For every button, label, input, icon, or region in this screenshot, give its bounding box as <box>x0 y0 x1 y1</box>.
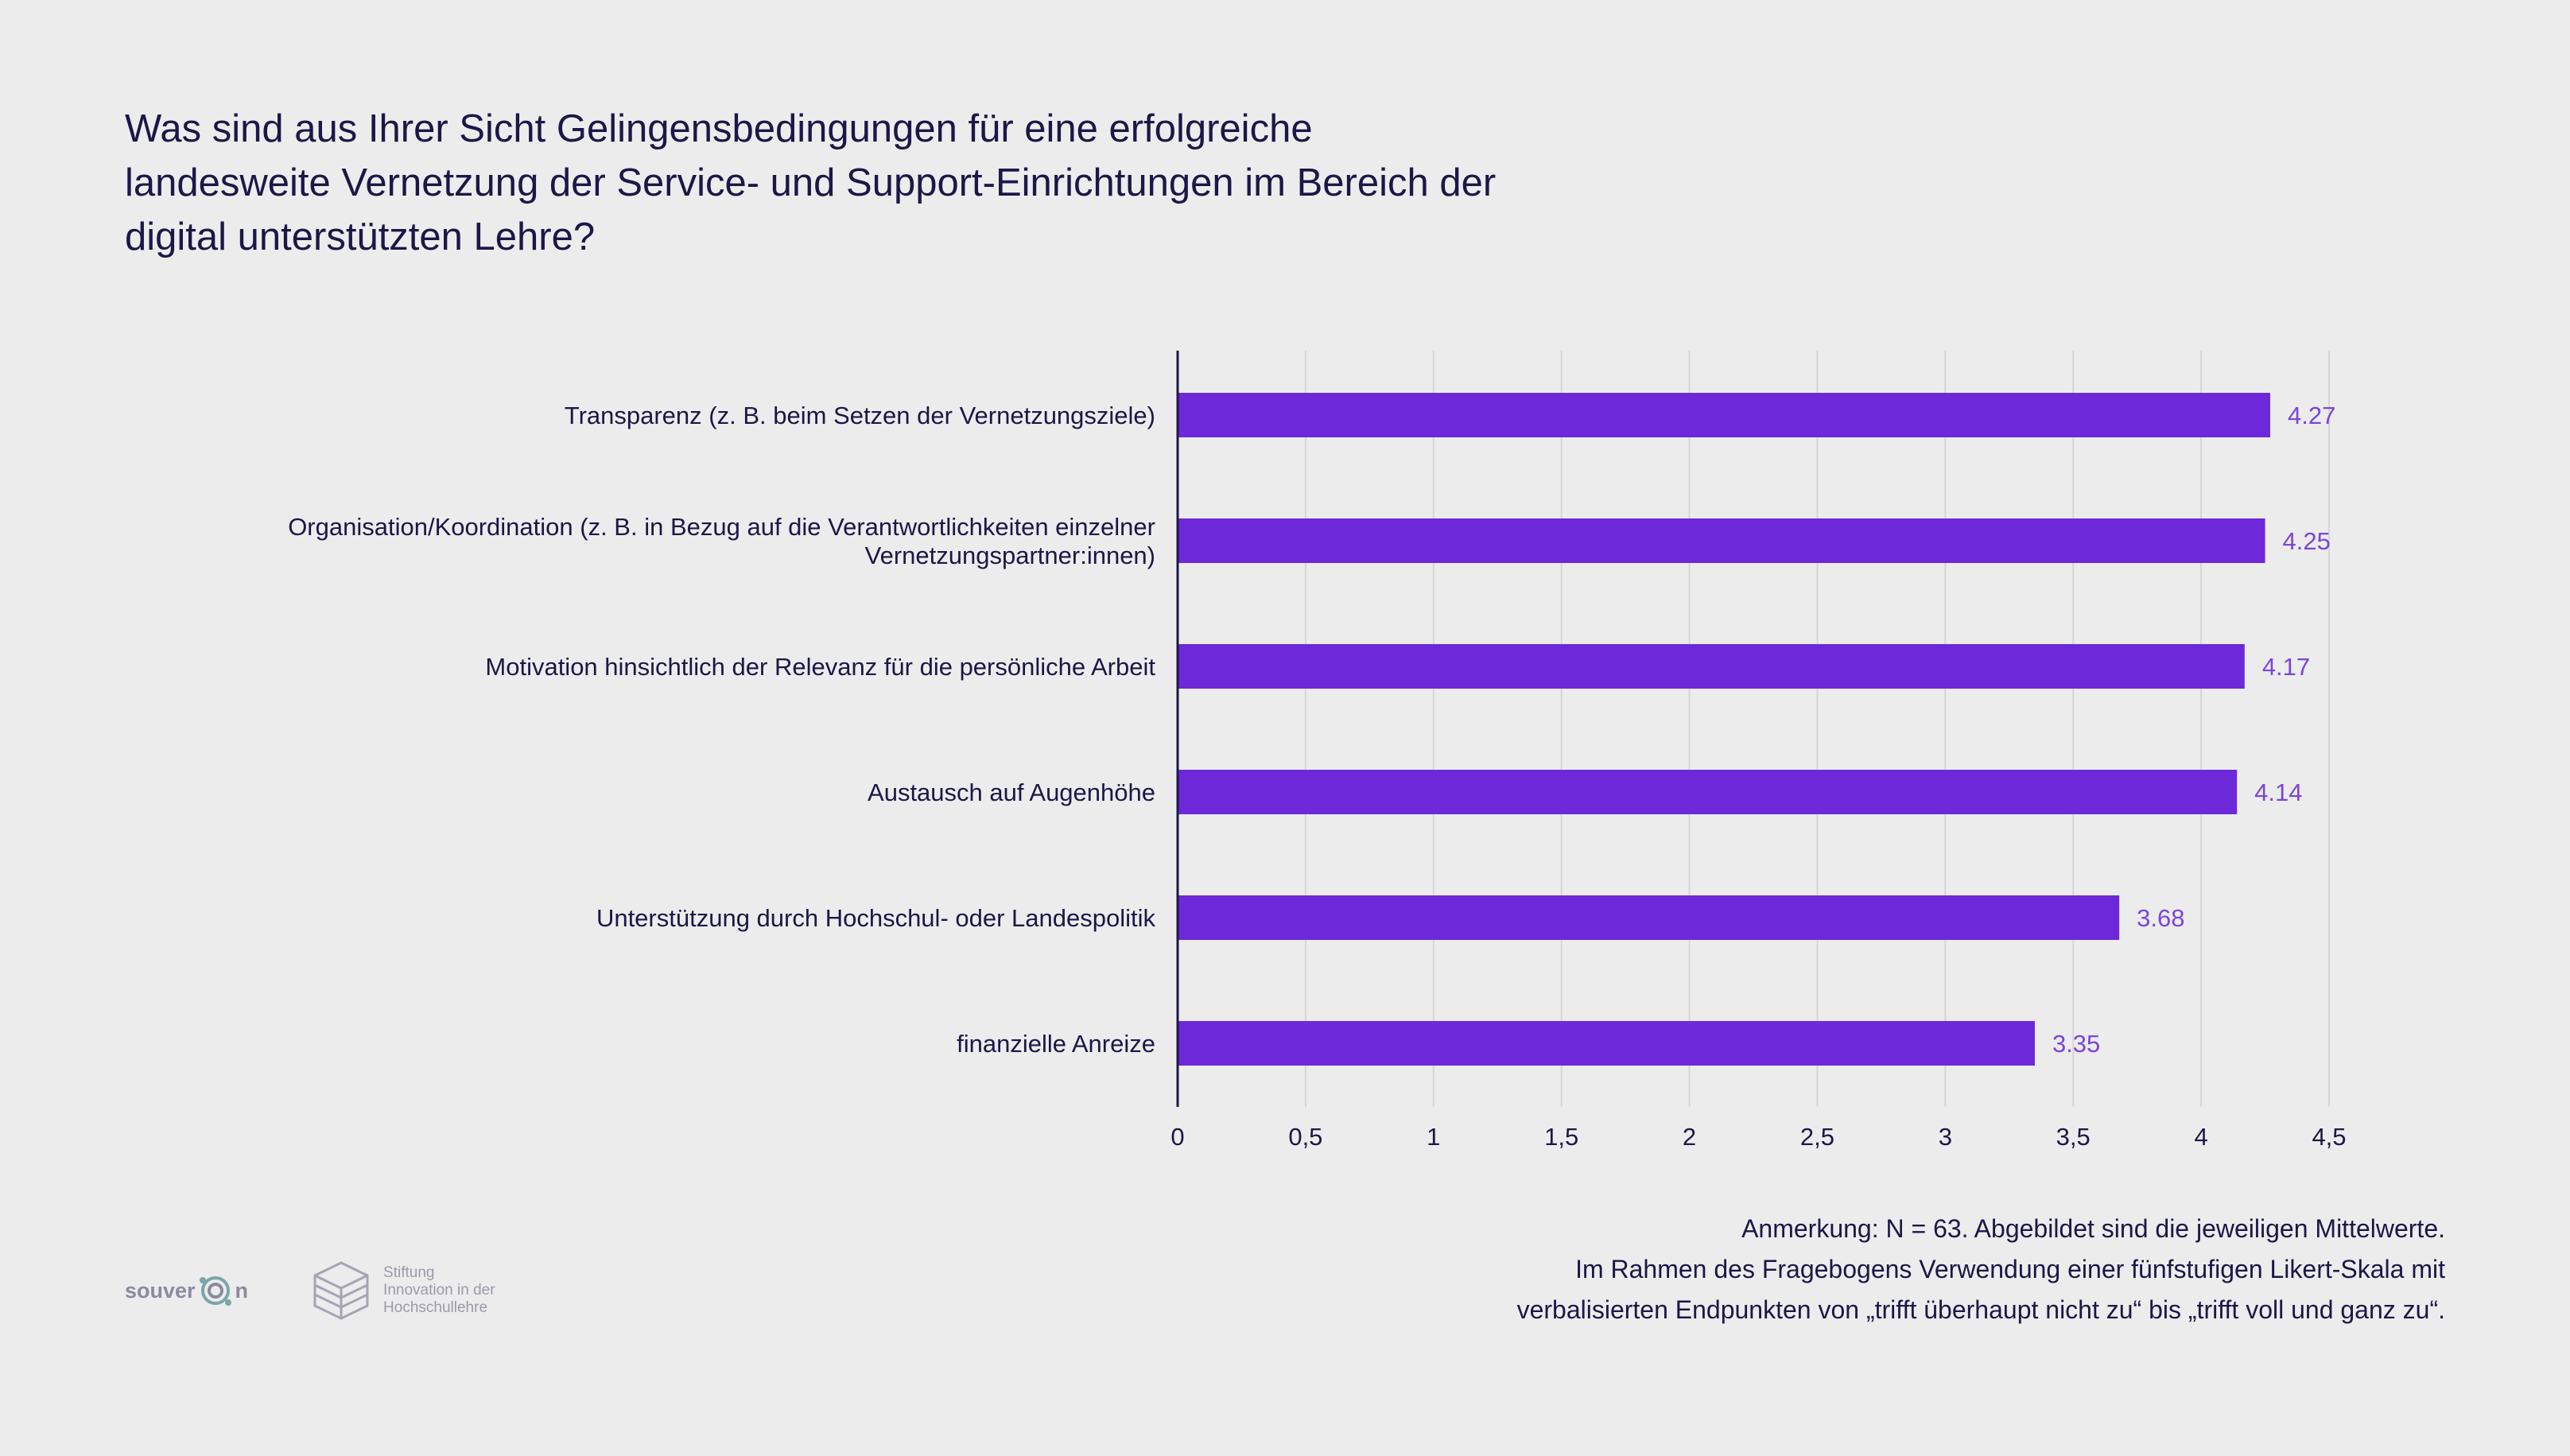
souveran-logo-text-b: n <box>235 1278 249 1303</box>
category-labels: Transparenz (z. B. beim Setzen der Verne… <box>288 402 1155 1058</box>
bar-1 <box>1178 518 2265 563</box>
value-label-0: 4.27 <box>2288 402 2335 429</box>
stiftung-logo: Stiftung Innovation in der Hochschullehr… <box>312 1260 495 1322</box>
bar-3 <box>1178 770 2238 814</box>
gridlines <box>1304 351 2330 1107</box>
chart-title-line-2: landesweite Vernetzung der Service- und … <box>125 161 1497 204</box>
category-label-0-line-0: Transparenz (z. B. beim Setzen der Verne… <box>565 402 1155 429</box>
x-tick-label-3: 1,5 <box>1544 1123 1578 1151</box>
category-label-3: Austausch auf Augenhöhe <box>868 778 1155 806</box>
x-tick-label-6: 3 <box>1939 1123 1952 1151</box>
category-label-0: Transparenz (z. B. beim Setzen der Verne… <box>565 402 1155 429</box>
x-axis-tick-labels: 0 0,5 1 1,5 2 2,5 3 3,5 4 4,5 <box>1170 1123 2346 1151</box>
bar-0 <box>1178 393 2270 437</box>
footer-logos: souver n Stiftung Innovation in der Hoch… <box>125 1255 495 1326</box>
bar-2 <box>1178 644 2245 689</box>
value-labels: 4.27 4.25 4.17 4.14 3.68 3.35 <box>2052 402 2335 1058</box>
category-label-2: Motivation hinsichtlich der Relevanz für… <box>485 653 1155 681</box>
stiftung-logo-text: Stiftung Innovation in der Hochschullehr… <box>383 1264 495 1317</box>
bars <box>1178 393 2270 1066</box>
footnote-line-2: Im Rahmen des Fragebogens Verwendung ein… <box>1575 1255 2445 1283</box>
x-tick-label-4: 2 <box>1683 1123 1696 1151</box>
stiftung-logo-line-3: Hochschullehre <box>383 1299 488 1316</box>
chart-title-line-3: digital unterstützten Lehre? <box>125 215 596 258</box>
category-label-4-line-0: Unterstützung durch Hochschul- oder Land… <box>596 904 1156 932</box>
value-label-3: 4.14 <box>2254 778 2302 806</box>
souveran-logo: souver n <box>125 1271 248 1310</box>
bar-4 <box>1178 895 2120 940</box>
category-label-4: Unterstützung durch Hochschul- oder Land… <box>596 904 1156 932</box>
footnote: Anmerkung: N = 63. Abgebildet sind die j… <box>1093 1209 2445 1330</box>
chart-title: Was sind aus Ihrer Sicht Gelingensbeding… <box>125 102 1715 264</box>
category-label-1: Organisation/Koordination (z. B. in Bezu… <box>288 513 1155 569</box>
x-tick-label-7: 3,5 <box>2056 1123 2091 1151</box>
value-label-4: 3.68 <box>2137 904 2184 932</box>
x-tick-label-1: 0,5 <box>1288 1123 1322 1151</box>
x-tick-label-8: 4 <box>2194 1123 2207 1151</box>
value-label-5: 3.35 <box>2052 1030 2100 1058</box>
x-tick-label-2: 1 <box>1427 1123 1440 1151</box>
souveran-logo-text-a: souver <box>125 1278 196 1303</box>
category-label-5: finanzielle Anreize <box>957 1030 1155 1058</box>
category-label-1-line-0: Organisation/Koordination (z. B. in Bezu… <box>288 513 1155 541</box>
souveran-logo-mark-icon <box>199 1276 231 1306</box>
footnote-line-1: Anmerkung: N = 63. Abgebildet sind die j… <box>1741 1214 2445 1243</box>
bar-5 <box>1178 1021 2035 1066</box>
x-tick-label-0: 0 <box>1170 1123 1184 1151</box>
x-tick-label-9: 4,5 <box>2312 1123 2346 1151</box>
chart-title-line-1: Was sind aus Ihrer Sicht Gelingensbeding… <box>125 107 1313 150</box>
category-label-2-line-0: Motivation hinsichtlich der Relevanz für… <box>485 653 1155 681</box>
stiftung-logo-line-2: Innovation in der <box>383 1282 495 1299</box>
stiftung-cube-icon <box>313 1261 369 1320</box>
stiftung-logo-line-1: Stiftung <box>383 1264 435 1281</box>
value-label-1: 4.25 <box>2283 527 2331 555</box>
category-label-1-line-1: Vernetzungspartner:innen) <box>865 542 1155 569</box>
footnote-line-3: verbalisierten Endpunkten von „trifft üb… <box>1516 1295 2445 1324</box>
x-tick-label-5: 2,5 <box>1800 1123 1834 1151</box>
value-label-2: 4.17 <box>2262 653 2310 681</box>
category-label-3-line-0: Austausch auf Augenhöhe <box>868 778 1155 806</box>
category-label-5-line-0: finanzielle Anreize <box>957 1030 1155 1058</box>
